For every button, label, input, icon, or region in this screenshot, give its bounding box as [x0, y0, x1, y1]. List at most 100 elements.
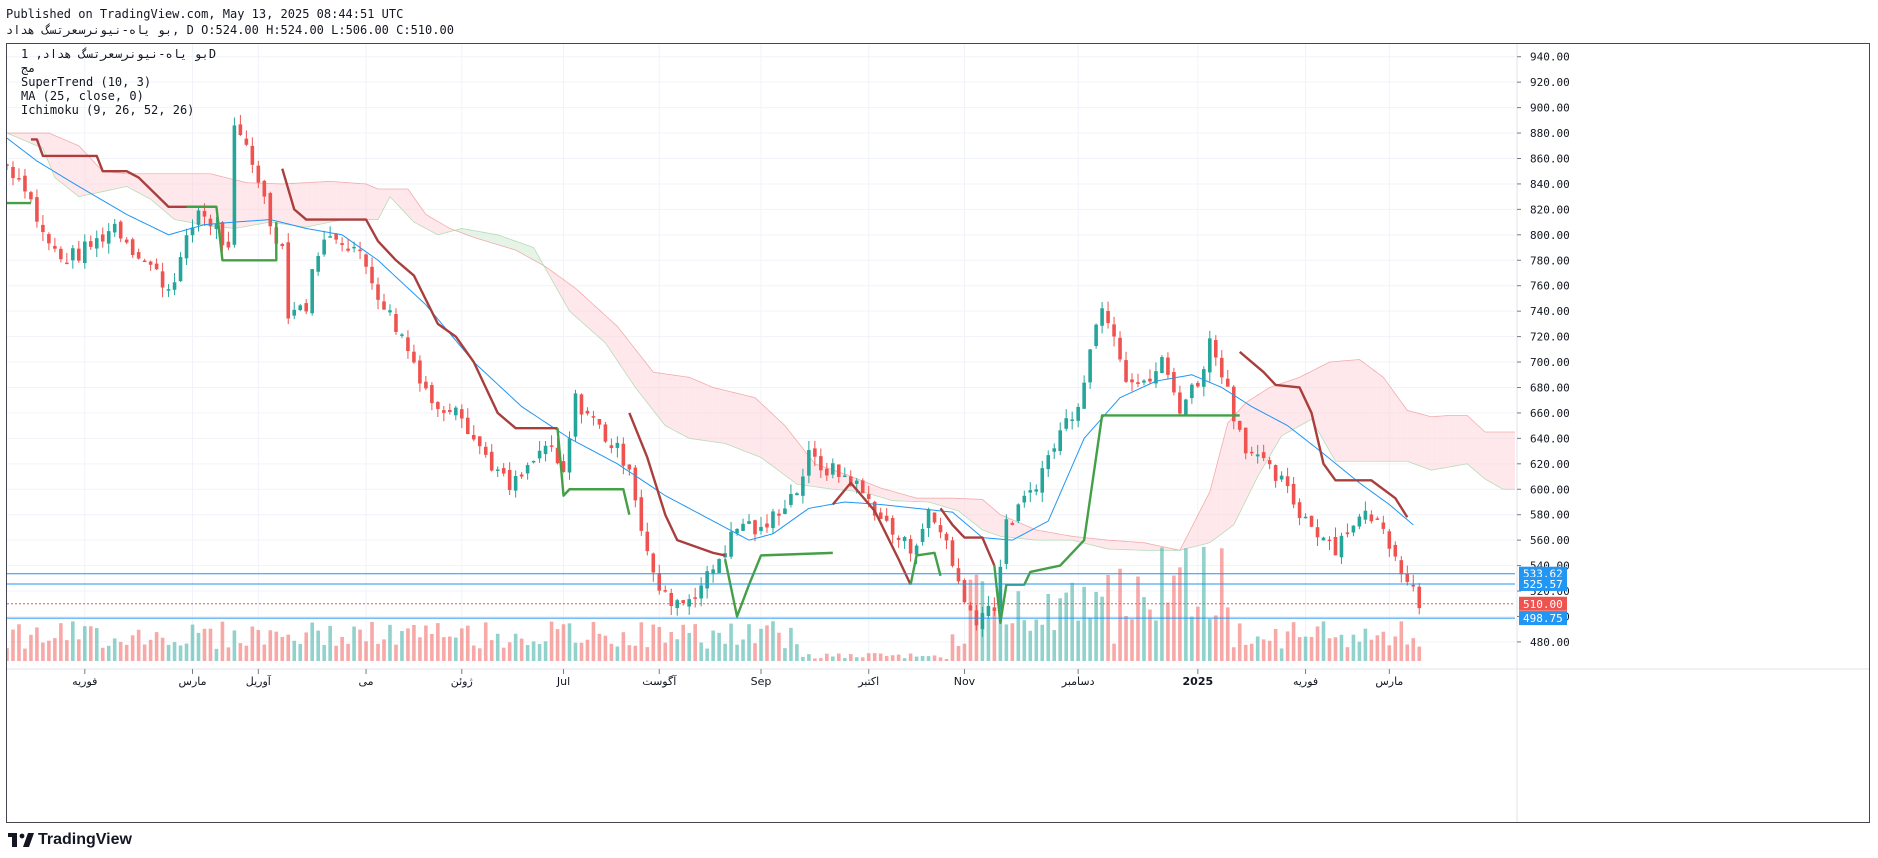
candle — [465, 408, 470, 435]
price-tick-label: 480.00 — [1530, 636, 1570, 649]
volume-bar — [1249, 643, 1254, 661]
volume-bar — [645, 647, 650, 661]
candle-body — [795, 493, 799, 496]
cloud-segment — [755, 397, 761, 458]
volume-bar — [310, 622, 314, 661]
candle — [1255, 444, 1260, 464]
volume-bar — [848, 654, 853, 661]
candle — [394, 308, 398, 335]
volume-bar — [82, 626, 87, 661]
candle — [741, 518, 745, 532]
candle — [1321, 536, 1326, 541]
price-lines — [7, 573, 1515, 619]
volume-bar — [789, 627, 793, 661]
volume-bar — [220, 621, 225, 661]
candle-body — [334, 233, 338, 240]
price-label: 510.00 — [1519, 596, 1567, 611]
candle — [717, 558, 721, 574]
legend-ichimoku[interactable]: Ichimoku (9, 26, 52, 26) — [21, 103, 195, 117]
cloud-segment — [1251, 395, 1258, 489]
legend-ma[interactable]: MA (25, close, 0) — [21, 89, 144, 103]
volume-bar — [376, 643, 380, 661]
volume-bar — [1339, 634, 1344, 661]
cloud-segment — [1299, 374, 1306, 426]
volume-bar — [807, 654, 811, 661]
cloud-segment — [796, 440, 803, 486]
candle — [753, 519, 757, 542]
candle-body — [47, 234, 51, 244]
volume-bar — [813, 658, 817, 661]
legend-supertrend[interactable]: SuperTrend (10, 3) — [21, 75, 152, 89]
cloud-segment — [1149, 543, 1156, 551]
cloud-segment — [569, 283, 576, 317]
candle — [902, 535, 907, 549]
candle — [196, 206, 201, 232]
cloud-segment — [934, 498, 941, 506]
volume-bar — [525, 645, 530, 661]
candle — [669, 588, 674, 616]
candle — [442, 406, 446, 422]
volume-bar — [507, 642, 512, 661]
candle — [651, 552, 656, 582]
chart-frame[interactable]: 480.00500.00520.00540.00560.00580.00600.… — [6, 43, 1870, 823]
cloud-segment — [162, 173, 169, 215]
candle — [1166, 352, 1170, 379]
candle-body — [1405, 573, 1410, 582]
cloud-segment — [1245, 398, 1252, 501]
candle-body — [142, 260, 147, 263]
candle-body — [759, 526, 763, 531]
candle — [825, 462, 829, 481]
volume-bar — [1309, 636, 1314, 661]
time-tick-label: 2025 — [1183, 675, 1214, 688]
candle-body — [633, 467, 638, 501]
candle-body — [220, 222, 225, 246]
cloud-segment — [1437, 415, 1444, 470]
candle — [280, 242, 285, 250]
candle — [1405, 565, 1410, 586]
candle-body — [1166, 357, 1170, 375]
candle-body — [717, 559, 721, 573]
volume-bar — [88, 626, 93, 661]
candle-body — [992, 607, 997, 612]
cloud-segment — [1239, 402, 1246, 513]
price-axis: 480.00500.00520.00540.00560.00580.00600.… — [1516, 44, 1570, 822]
price-tick-label: 780.00 — [1530, 254, 1570, 267]
cloud-segment — [593, 304, 600, 338]
volume-bar — [322, 644, 326, 661]
candle-body — [1034, 489, 1039, 492]
cloud-segment — [982, 499, 989, 533]
candle-body — [1082, 382, 1086, 409]
candle — [94, 230, 99, 258]
cloud-segment — [174, 173, 181, 221]
cloud-segment — [210, 173, 217, 227]
cloud-segment — [318, 181, 325, 225]
candle-body — [1279, 475, 1284, 480]
candle-body — [807, 449, 811, 476]
price-chart[interactable]: 480.00500.00520.00540.00560.00580.00600.… — [7, 44, 1869, 822]
candle — [178, 252, 183, 282]
volume-bar — [555, 629, 560, 661]
candle — [136, 248, 141, 260]
candle — [35, 189, 39, 228]
volume-bar — [920, 655, 925, 661]
candle-body — [136, 252, 141, 259]
volume-bar — [124, 644, 129, 661]
candle-body — [1016, 504, 1021, 522]
volume-bar — [627, 645, 632, 661]
cloud-segment — [677, 375, 684, 436]
cloud-segment — [497, 234, 504, 247]
volume-bar — [118, 641, 123, 661]
candle-body — [585, 410, 590, 414]
cloud-segment — [964, 498, 971, 521]
candle-body — [244, 138, 249, 145]
candle — [448, 403, 452, 415]
candle-body — [190, 227, 195, 236]
cloud-segment — [701, 382, 708, 441]
candle — [1118, 331, 1122, 363]
candle-body — [777, 513, 781, 516]
candle-body — [753, 520, 757, 535]
volume-bar — [1297, 637, 1302, 661]
candle — [585, 407, 590, 416]
candle — [1172, 367, 1176, 396]
candle — [1028, 482, 1033, 503]
